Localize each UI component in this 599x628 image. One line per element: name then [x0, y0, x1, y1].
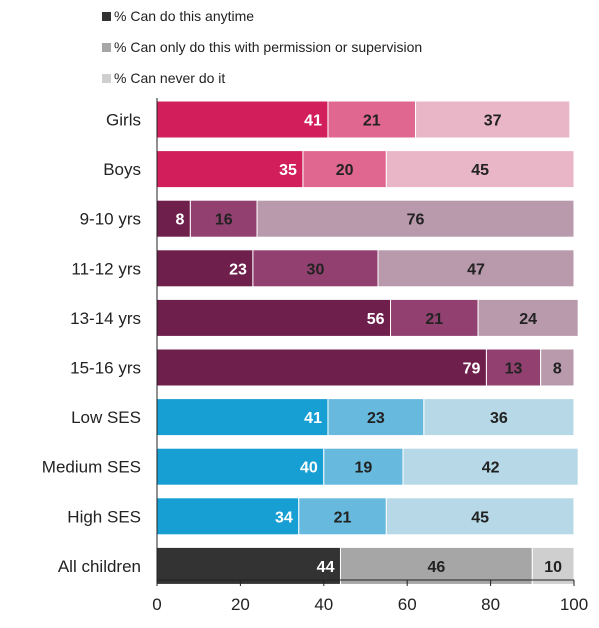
legend-label-permission: % Can only do this with permission or su… [114, 39, 423, 55]
x-tick-label-0: 0 [152, 595, 161, 614]
data-label-9-10-yrs-series-2: 16 [215, 212, 233, 229]
category-label-low-ses: Low SES [71, 408, 141, 427]
legend-swatch-anytime [102, 11, 111, 21]
data-label-high-ses-series-3: 45 [471, 509, 489, 526]
data-label-medium-ses-series-2: 19 [355, 460, 373, 477]
legend-item-never: % Can never do it [102, 70, 225, 86]
data-label-low-ses-series-3: 36 [490, 410, 508, 427]
category-label-boys: Boys [103, 160, 141, 179]
data-label-15-16-yrs-series-2: 13 [505, 361, 523, 378]
legend-label-anytime: % Can do this anytime [114, 8, 255, 24]
bar-11-12-yrs-series-2 [252, 249, 379, 288]
data-label-11-12-yrs-series-1: 23 [229, 261, 247, 278]
data-label-9-10-yrs-series-3: 76 [407, 212, 425, 229]
bar-9-10-yrs-series-2 [189, 199, 258, 238]
bar-medium-ses-series-1 [156, 447, 325, 486]
data-label-girls-series-2: 21 [363, 113, 381, 130]
data-label-high-ses-series-2: 21 [334, 509, 352, 526]
category-label-13-14-yrs: 13-14 yrs [70, 309, 141, 328]
data-label-9-10-yrs-series-1: 8 [175, 212, 184, 229]
bar-15-16-yrs-series-2 [485, 348, 542, 387]
category-label-medium-ses: Medium SES [42, 458, 141, 477]
category-label-high-ses: High SES [67, 507, 141, 526]
category-label-9-10-yrs: 9-10 yrs [80, 210, 141, 229]
bar-medium-ses-series-3 [402, 447, 579, 486]
x-tick-label-80: 80 [481, 595, 500, 614]
bar-9-10-yrs-series-1 [156, 199, 191, 238]
data-label-all-children-series-3: 10 [544, 559, 562, 576]
data-label-girls-series-3: 37 [484, 113, 502, 130]
category-label-15-16-yrs: 15-16 yrs [70, 359, 141, 378]
data-label-boys-series-3: 45 [471, 162, 489, 179]
data-label-low-ses-series-2: 23 [367, 410, 385, 427]
legend-swatch-permission [102, 42, 111, 52]
data-label-13-14-yrs-series-1: 56 [367, 311, 385, 328]
x-tick-label-20: 20 [231, 595, 250, 614]
x-tick-label-60: 60 [398, 595, 417, 614]
bar-15-16-yrs-series-1 [156, 348, 487, 387]
data-label-low-ses-series-1: 41 [304, 410, 322, 427]
bar-13-14-yrs-series-1 [156, 298, 392, 337]
data-label-medium-ses-series-3: 42 [482, 460, 500, 477]
category-label-all-children: All children [58, 557, 141, 576]
bar-boys-series-3 [385, 150, 575, 189]
category-label-11-12-yrs: 11-12 yrs [71, 259, 141, 278]
data-label-boys-series-1: 35 [279, 162, 297, 179]
bar-girls-series-1 [156, 100, 329, 139]
data-label-boys-series-2: 20 [336, 162, 354, 179]
bar-high-ses-series-3 [385, 497, 575, 536]
bar-13-14-yrs-series-2 [390, 298, 479, 337]
data-label-high-ses-series-1: 34 [275, 509, 293, 526]
bar-11-12-yrs-series-3 [377, 249, 575, 288]
bar-girls-series-2 [327, 100, 417, 139]
x-tick-label-100: 100 [560, 595, 588, 614]
bar-9-10-yrs-series-3 [256, 199, 575, 238]
x-tick-label-40: 40 [314, 595, 333, 614]
bar-all-children-series-1 [156, 546, 341, 585]
bar-all-children-series-3 [531, 546, 575, 585]
legend-swatch-never [102, 73, 111, 83]
bar-13-14-yrs-series-3 [477, 298, 579, 337]
data-label-girls-series-1: 41 [304, 113, 322, 130]
data-label-11-12-yrs-series-3: 47 [467, 261, 485, 278]
legend-item-anytime: % Can do this anytime [102, 8, 254, 24]
data-label-13-14-yrs-series-3: 24 [519, 311, 537, 328]
legend-item-permission: % Can only do this with permission or su… [102, 39, 422, 55]
bar-medium-ses-series-2 [323, 447, 404, 486]
category-label-girls: Girls [106, 111, 141, 130]
bar-low-ses-series-3 [423, 398, 575, 437]
data-label-11-12-yrs-series-2: 30 [307, 261, 325, 278]
data-label-medium-ses-series-1: 40 [300, 460, 318, 477]
bar-11-12-yrs-series-1 [156, 249, 254, 288]
data-label-all-children-series-2: 46 [427, 559, 445, 576]
data-label-13-14-yrs-series-2: 21 [425, 311, 443, 328]
data-label-all-children-series-1: 44 [317, 559, 335, 576]
data-label-15-16-yrs-series-3: 8 [553, 361, 562, 378]
data-label-15-16-yrs-series-1: 79 [463, 361, 481, 378]
legend-label-never: % Can never do it [114, 70, 226, 86]
bar-low-ses-series-1 [156, 398, 329, 437]
bar-girls-series-3 [415, 100, 571, 139]
bar-boys-series-2 [302, 150, 387, 189]
bar-15-16-yrs-series-3 [540, 348, 575, 387]
